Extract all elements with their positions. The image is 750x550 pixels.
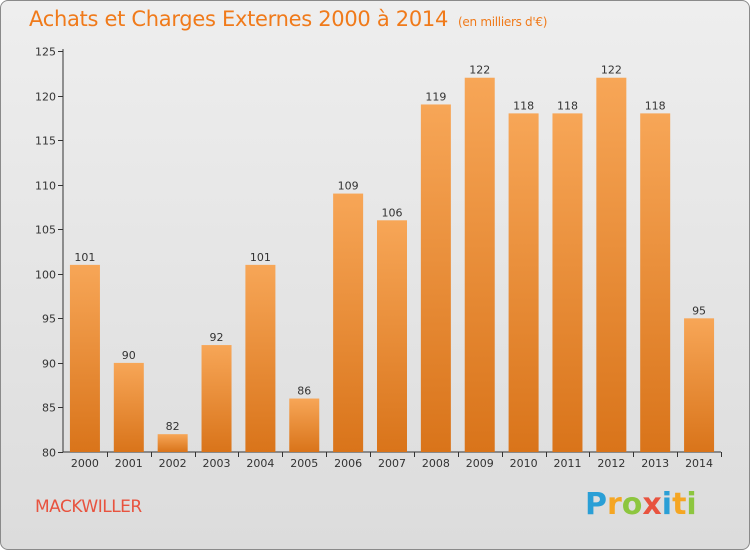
x-tick-label: 2002 (159, 457, 187, 470)
data-label: 82 (166, 420, 180, 433)
x-tick-label: 2000 (71, 457, 99, 470)
data-label: 106 (382, 206, 403, 219)
bar-2014 (684, 318, 715, 452)
y-tick-label: 120 (35, 91, 56, 104)
x-tick-label: 2008 (422, 457, 450, 470)
data-label: 122 (601, 64, 622, 77)
bar-2010 (508, 113, 539, 452)
y-tick-label: 80 (42, 447, 56, 460)
x-tick-label: 2003 (203, 457, 231, 470)
bar-2005 (289, 398, 320, 452)
chart-title-text: Achats et Charges Externes 2000 à 2014 (29, 7, 449, 31)
x-tick-label: 2010 (510, 457, 538, 470)
y-tick-label: 90 (42, 358, 56, 371)
data-label: 118 (645, 99, 666, 112)
data-label: 119 (425, 90, 446, 103)
bar-2000 (69, 264, 100, 452)
y-tick-label: 95 (42, 313, 56, 326)
bar-2006 (333, 193, 364, 453)
bar-2007 (377, 220, 407, 452)
data-label: 118 (557, 99, 578, 112)
data-label: 109 (338, 180, 359, 193)
x-tick-label: 2005 (290, 457, 318, 470)
logo-letter: i (686, 487, 697, 522)
x-tick-label: 2001 (115, 457, 143, 470)
x-tick-label: 2007 (378, 457, 406, 470)
data-label: 95 (692, 304, 706, 317)
data-label: 118 (513, 99, 534, 112)
proxiti-logo: Proxiti (585, 487, 697, 522)
data-label: 86 (297, 385, 311, 398)
bars (69, 77, 715, 453)
data-labels: 101 90 82 92 101 86 109 106 119 122 118 118 122 118 95 (74, 64, 706, 433)
bar-2003 (201, 345, 232, 452)
x-tick-label: 2004 (246, 457, 274, 470)
data-label: 101 (74, 251, 95, 264)
bar-2008 (420, 104, 451, 452)
data-label: 90 (122, 349, 136, 362)
commune-name: MACKWILLER (35, 497, 142, 517)
logo-letter: r (607, 487, 622, 522)
logo-letter: o (621, 487, 643, 522)
bar-2001 (113, 362, 144, 452)
y-tick-label: 85 (42, 402, 56, 415)
x-tick-label: 2009 (466, 457, 494, 470)
y-tick-label: 115 (35, 135, 56, 148)
x-tick-label: 2006 (334, 457, 362, 470)
x-tick-label: 2013 (641, 457, 669, 470)
y-tick-label: 100 (35, 269, 56, 282)
x-tick-label: 2011 (553, 457, 581, 470)
bar-2011 (552, 113, 583, 452)
bar-2004 (245, 264, 276, 452)
logo-letter: i (661, 487, 673, 522)
y-tick-label: 105 (35, 224, 56, 237)
chart-subtitle: (en milliers d'€) (458, 15, 548, 29)
bar-2002 (157, 434, 188, 452)
data-label: 122 (469, 64, 490, 77)
axes: 80 85 90 95 100 105 110 115 120 125 2000 2001 2002 20… (35, 46, 722, 470)
x-tick-label: 2012 (597, 457, 625, 470)
bar-2009 (464, 77, 495, 452)
y-tick-label: 110 (35, 180, 56, 193)
bar-2012 (596, 77, 627, 452)
bar-2013 (640, 113, 671, 452)
y-tick-label: 125 (35, 46, 56, 59)
logo-letter: t (672, 487, 687, 522)
data-label: 92 (210, 331, 224, 344)
x-tick-label: 2014 (685, 457, 713, 470)
logo-letter: P (585, 487, 607, 522)
chart-title: Achats et Charges Externes 2000 à 2014 (e… (29, 7, 547, 31)
data-label: 101 (250, 251, 271, 264)
logo-letter: x (642, 487, 662, 522)
